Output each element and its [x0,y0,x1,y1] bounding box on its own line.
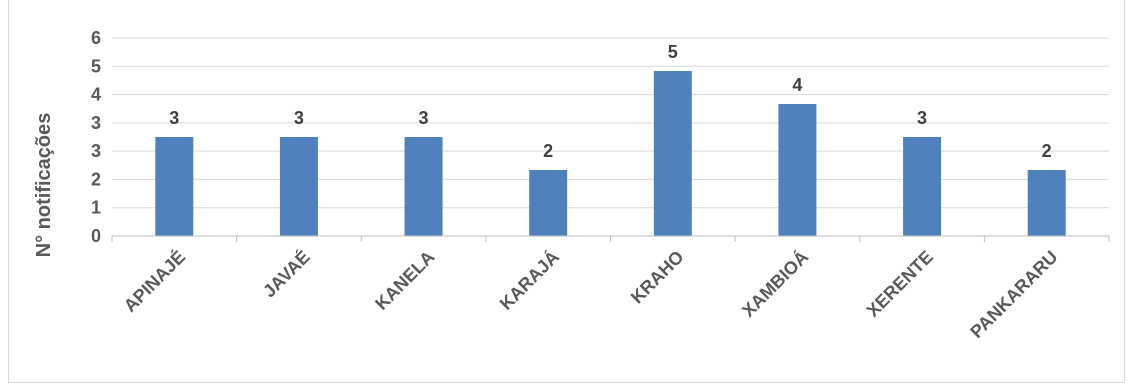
y-tick-label: 1 [91,198,101,218]
bars [155,71,1066,236]
data-label: 5 [668,42,678,62]
y-axis-title: N° notificações [33,113,55,258]
bar-kanela [404,137,443,236]
data-label: 2 [543,141,553,161]
data-label: 4 [792,75,802,95]
x-category-label: JAVAÉ [258,246,313,301]
bar-xambioá [778,104,817,236]
bar-javaé [279,137,318,236]
x-category-label: XERENTE [863,247,937,321]
x-category-label: KARAJÁ [495,246,563,314]
data-label: 3 [917,108,927,128]
x-category-label: KANELA [371,247,438,314]
y-tick-label: 0 [91,226,101,246]
bar-karajá [529,170,568,236]
y-tick-label: 3 [91,113,101,133]
y-tick-label: 4 [91,85,101,105]
chart-border [8,0,1125,383]
x-category-label: XAMBIOÁ [737,246,812,321]
bar-apinajé [155,137,194,236]
data-label: 3 [294,108,304,128]
y-tick-label: 5 [91,56,101,76]
x-category-label: APINAJÉ [119,246,189,316]
grid-lines [112,37,1109,209]
y-tick-label: 3 [91,141,101,161]
data-label: 2 [1042,141,1052,161]
bar-xerente [903,137,942,236]
data-label: 3 [169,108,179,128]
x-category-label: PANKARARU [966,247,1061,342]
data-label: 3 [419,108,429,128]
bar-kraho [653,71,692,236]
x-category-label: KRAHO [627,247,688,308]
y-tick-label: 6 [91,28,101,48]
y-tick-label: 2 [91,169,101,189]
bar-pankararu [1027,170,1066,236]
axes [111,235,1110,242]
